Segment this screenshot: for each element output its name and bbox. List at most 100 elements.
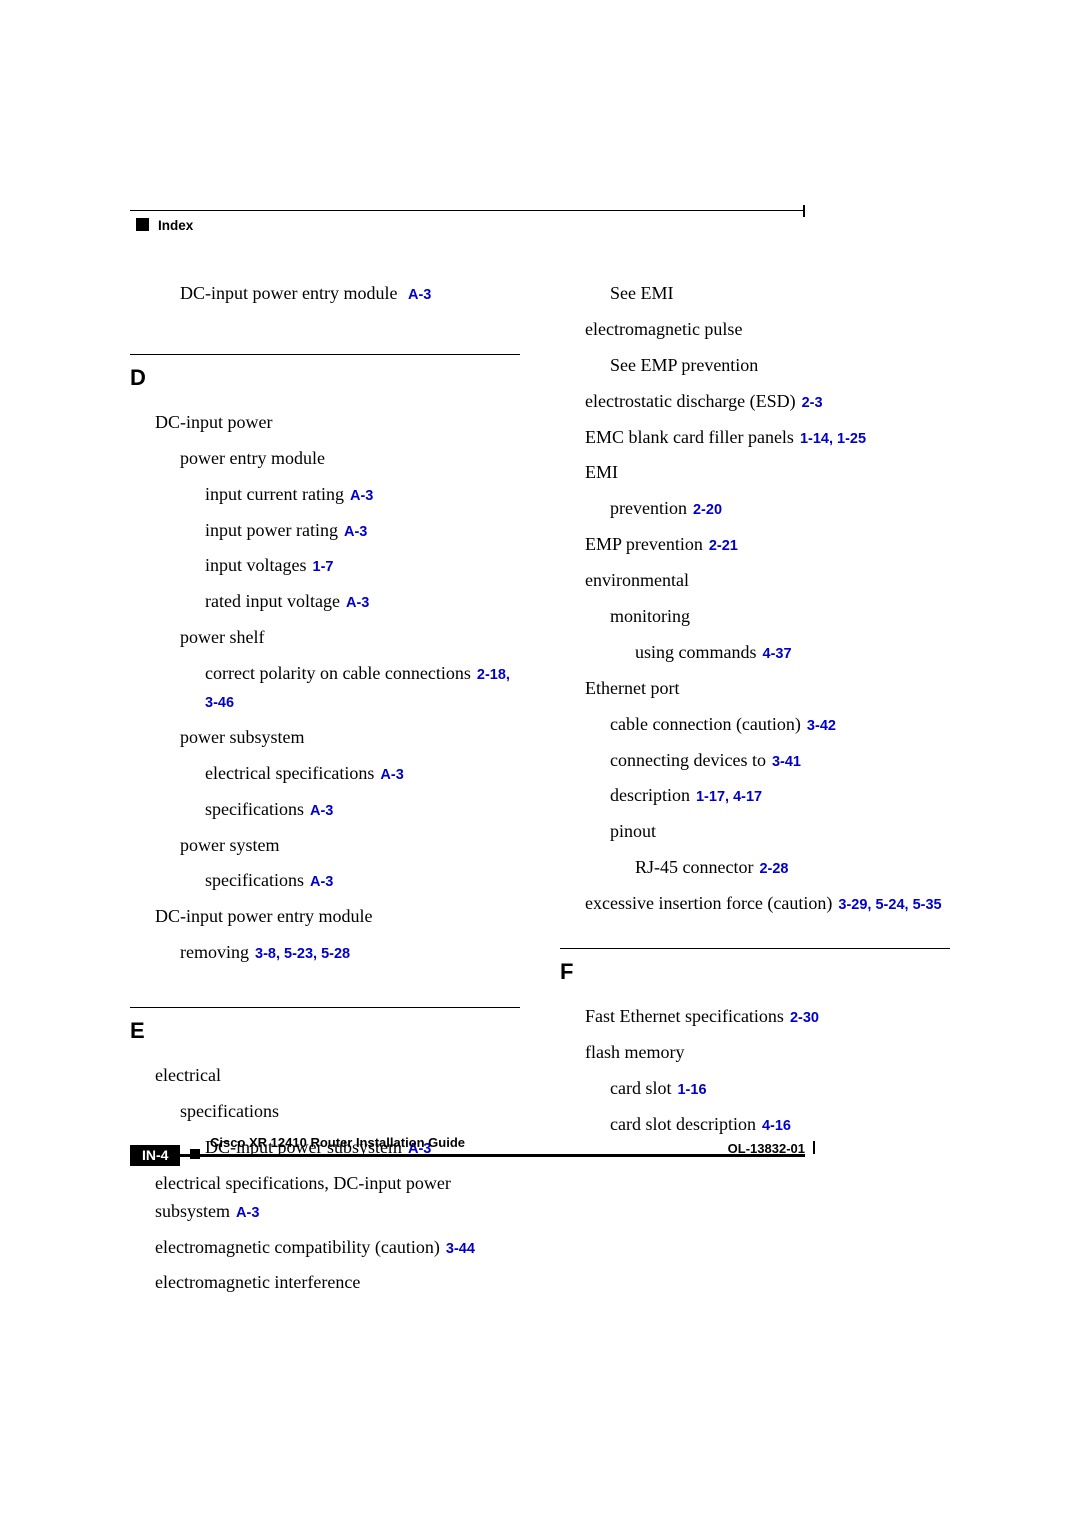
section-f-entries: Fast Ethernet specifications 2-30 flash me… [560, 1003, 950, 1139]
entry-text: EMP prevention [585, 534, 703, 554]
header-label: Index [158, 218, 193, 233]
index-entry: Fast Ethernet specifications 2-30 [585, 1003, 950, 1031]
entry-text: power shelf [180, 627, 264, 647]
index-entry: flash memory [585, 1039, 950, 1067]
index-entry: specificationsA-3 [205, 796, 520, 824]
index-entry: DC-input power [155, 409, 520, 437]
index-entry: electrostatic discharge (ESD)2-3 [585, 388, 950, 416]
page-ref[interactable]: A-3 [350, 488, 373, 504]
index-entry: correct polarity on cable connections2-1… [205, 660, 520, 716]
index-entry: RJ-45 connector 2-28 [635, 854, 950, 882]
page-ref[interactable]: 2-28 [759, 861, 788, 877]
entry-text: Ethernet port [585, 678, 679, 698]
index-entry: description 1-17, 4-17 [610, 782, 950, 810]
footer-square-icon [190, 1149, 200, 1159]
index-entry: pinout [610, 818, 950, 846]
page-ref[interactable]: 1-7 [313, 559, 334, 575]
page-ref[interactable]: 3-41 [772, 754, 801, 770]
entry-text: Fast Ethernet specifications [585, 1006, 784, 1026]
index-entry: See EMP prevention [610, 352, 950, 380]
entry-text: RJ-45 connector [635, 857, 753, 877]
page-ref[interactable]: 3-29, 5-24, 5-35 [838, 897, 941, 913]
index-entry: monitoring [610, 603, 950, 631]
entry-text: monitoring [610, 606, 690, 626]
entry-text: input voltages [205, 555, 307, 575]
page-ref[interactable]: 2-30 [790, 1010, 819, 1026]
page-ref[interactable]: A-3 [346, 595, 369, 611]
page-ref[interactable]: 3-42 [807, 718, 836, 734]
index-entry: input voltages 1-7 [205, 552, 520, 580]
entry-text: EMC blank card filler panels [585, 427, 794, 447]
entry-text: card slot description [610, 1114, 756, 1134]
index-entry: power subsystem [180, 724, 520, 752]
page-ref[interactable]: 4-16 [762, 1118, 791, 1134]
entry-text: electrical specifications [205, 763, 374, 783]
index-entry: environmental [585, 567, 950, 595]
entry-text: electrical specifications, DC-input powe… [155, 1173, 451, 1221]
entry-text: DC-input power entry module [180, 283, 397, 303]
index-entry: power shelf [180, 624, 520, 652]
page-ref[interactable]: 2-20 [693, 502, 722, 518]
entry-text: correct polarity on cable connections [205, 663, 471, 683]
index-entry: EMC blank card filler panels 1-14, 1-25 [585, 424, 950, 452]
page-ref[interactable]: A-3 [344, 524, 367, 540]
entry-text: card slot [610, 1078, 671, 1098]
index-entry: specificationsA-3 [205, 867, 520, 895]
page-ref[interactable]: 2-3 [802, 395, 823, 411]
index-entry: electrical specifications A-3 [205, 760, 520, 788]
index-entry: See EMI [610, 280, 950, 308]
index-entry: power system [180, 832, 520, 860]
section-e-entries: electricalspecificationsDC-input power s… [130, 1062, 520, 1297]
entry-text: input current rating [205, 484, 344, 504]
index-entry: excessive insertion force (caution) 3-29,… [585, 890, 950, 918]
index-entry: electromagnetic interference [155, 1269, 520, 1297]
entry-text: DC-input power entry module [155, 906, 372, 926]
page-ref[interactable]: A-3 [408, 287, 431, 303]
entry-text: excessive insertion force (caution) [585, 893, 832, 913]
entry-text: electromagnetic compatibility (caution) [155, 1237, 440, 1257]
page-ref[interactable]: 1-14, 1-25 [800, 431, 866, 447]
entry-text: electromagnetic interference [155, 1272, 360, 1292]
page-footer: Cisco XR 12410 Router Installation Guide… [130, 1135, 805, 1157]
page-ref[interactable]: 4-37 [763, 646, 792, 662]
entry-text: rated input voltage [205, 591, 340, 611]
index-entry: DC-input power entry module [155, 903, 520, 931]
entry-text: power subsystem [180, 727, 305, 747]
index-entry: input current rating A-3 [205, 481, 520, 509]
entry-text: flash memory [585, 1042, 684, 1062]
entry-text: prevention [610, 498, 687, 518]
section-rule [130, 354, 520, 355]
index-entry: connecting devices to 3-41 [610, 747, 950, 775]
entry-text: electromagnetic pulse [585, 319, 742, 339]
entry-text: connecting devices to [610, 750, 766, 770]
page-ref[interactable]: A-3 [310, 803, 333, 819]
entry-text: removing [180, 942, 249, 962]
page-ref[interactable]: A-3 [310, 874, 333, 890]
index-entry: card slot 1-16 [610, 1075, 950, 1103]
entry-text: description [610, 785, 690, 805]
index-entry: removing 3-8, 5-23, 5-28 [180, 939, 520, 967]
page-ref[interactable]: 1-16 [677, 1082, 706, 1098]
entry-text: EMI [585, 462, 618, 482]
section-heading-d: D [130, 365, 520, 391]
page-ref[interactable]: 1-17, 4-17 [696, 789, 762, 805]
page-ref[interactable]: 3-8, 5-23, 5-28 [255, 946, 350, 962]
header-tick [803, 205, 805, 217]
index-entry: electromagnetic pulse [585, 316, 950, 344]
entry-text: See EMI [610, 283, 673, 303]
page-ref[interactable]: A-3 [380, 767, 403, 783]
index-entry: Ethernet port [585, 675, 950, 703]
section-rule [130, 1007, 520, 1008]
index-entry: using commands4-37 [635, 639, 950, 667]
page-number: IN-4 [130, 1145, 180, 1166]
page-ref[interactable]: A-3 [236, 1205, 259, 1221]
footer-rule [130, 1154, 805, 1157]
page-ref[interactable]: 2-21 [709, 538, 738, 554]
page-ref[interactable]: 3-44 [446, 1241, 475, 1257]
entry-text: power system [180, 835, 279, 855]
entry-text: power entry module [180, 448, 325, 468]
index-entry: electrical [155, 1062, 520, 1090]
index-entry: EMI [585, 459, 950, 487]
section-heading-e: E [130, 1018, 520, 1044]
doc-number: OL-13832-01 [728, 1141, 805, 1156]
